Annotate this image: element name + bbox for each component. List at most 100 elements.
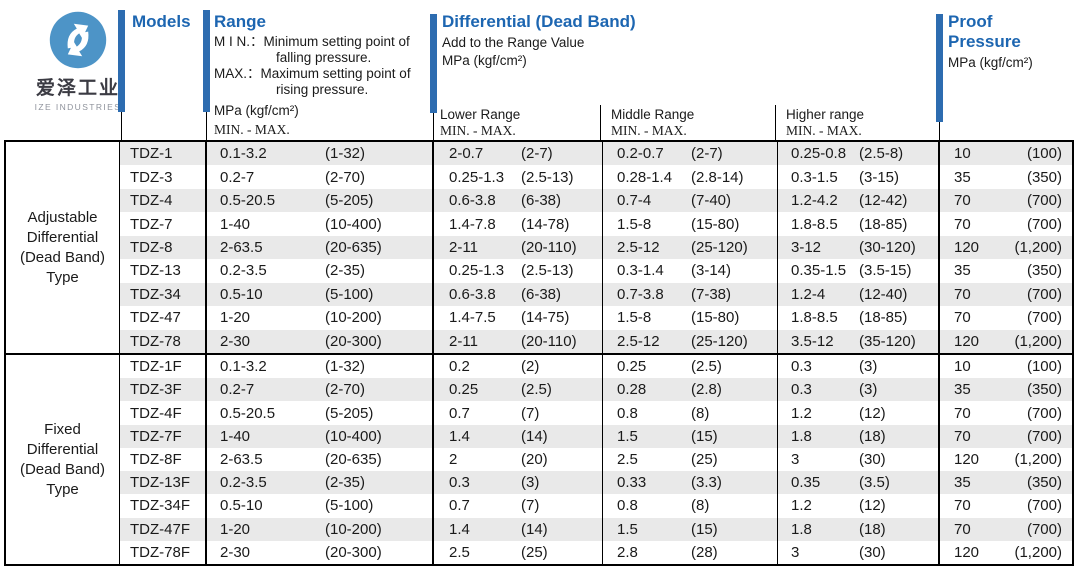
model-name: TDZ-13F bbox=[130, 474, 190, 492]
middle-mpa-value: 0.28-1.4 bbox=[617, 168, 673, 186]
middle-kgf-value: (7-38) bbox=[691, 285, 732, 303]
proof-mpa-value: 10 bbox=[954, 145, 971, 163]
middle-range-label: Middle Range bbox=[611, 107, 695, 122]
table-row: TDZ-34F 0.5-10 (5-100) 0.7 (7) 0.8 (8) 1.2 (… bbox=[120, 494, 1072, 518]
lower-mpa-value: 0.25 bbox=[449, 381, 479, 399]
higher-range-label: Higher range bbox=[786, 107, 865, 122]
proof-kgf-value: (1,200) bbox=[1014, 332, 1062, 350]
range-cell: 0.5-20.5 (5-205) bbox=[205, 401, 432, 425]
model-name: TDZ-1 bbox=[130, 145, 173, 163]
range-mpa-value: 0.2-7 bbox=[220, 168, 255, 186]
middle-range-cell: 2.5-12 (25-120) bbox=[602, 235, 777, 260]
higher-mpa-value: 0.35 bbox=[791, 474, 821, 492]
proof-pressure-cell: 120 (1,200) bbox=[938, 235, 1072, 260]
middle-kgf-value: (2.8) bbox=[691, 381, 722, 399]
higher-range-cell: 0.35 (3.5) bbox=[777, 471, 938, 495]
middle-kgf-value: (2-7) bbox=[691, 145, 723, 163]
lower-kgf-value: (2.5-13) bbox=[521, 262, 574, 280]
higher-range-cell: 1.8 (18) bbox=[777, 517, 938, 541]
middle-mpa-value: 0.8 bbox=[617, 404, 638, 422]
table-row: TDZ-8F 2-63.5 (20-635) 2 (20) 2.5 (25) 3 (30… bbox=[120, 447, 1072, 472]
higher-kgf-value: (12) bbox=[859, 404, 886, 422]
lower-mpa-value: 0.3 bbox=[449, 474, 470, 492]
model-name: TDZ-34 bbox=[130, 285, 181, 303]
higher-mpa-value: 1.2-4 bbox=[791, 285, 826, 303]
model-cell: TDZ-78F bbox=[120, 541, 205, 564]
model-cell: TDZ-47 bbox=[120, 306, 205, 329]
lower-range-cell: 0.7 (7) bbox=[432, 401, 602, 425]
higher-range-cell: 1.2-4.2 (12-42) bbox=[777, 188, 938, 213]
range-cell: 0.1-3.2 (1-32) bbox=[205, 142, 432, 166]
proof-kgf-value: (350) bbox=[1026, 381, 1062, 399]
proof-kgf-value: (700) bbox=[1026, 309, 1062, 327]
middle-kgf-value: (8) bbox=[691, 404, 710, 422]
lower-range-cell: 0.25 (2.5) bbox=[432, 378, 602, 402]
middle-mpa-value: 2.8 bbox=[617, 543, 638, 561]
table-row: TDZ-47F 1-20 (10-200) 1.4 (14) 1.5 (15) 1.8… bbox=[120, 517, 1072, 541]
higher-mpa-value: 1.8 bbox=[791, 520, 812, 538]
model-group: Fixed Differential (Dead Band) Type TDZ-1F … bbox=[6, 353, 1072, 564]
range-mpa-value: 0.2-7 bbox=[220, 381, 255, 399]
proof-kgf-value: (700) bbox=[1026, 427, 1062, 445]
middle-range-cell: 0.3-1.4 (3-14) bbox=[602, 259, 777, 283]
higher-kgf-value: (35-120) bbox=[859, 332, 916, 350]
range-cell: 0.2-3.5 (2-35) bbox=[205, 471, 432, 495]
proof-pressure-cell: 120 (1,200) bbox=[938, 447, 1072, 472]
higher-range-cell: 0.35-1.5 (3.5-15) bbox=[777, 259, 938, 283]
lower-range-minmax: MIN. - MAX. bbox=[440, 123, 516, 138]
higher-mpa-value: 1.2 bbox=[791, 404, 812, 422]
group-label-line: Type bbox=[46, 480, 79, 498]
higher-mpa-value: 1.2 bbox=[791, 497, 812, 515]
lower-kgf-value: (7) bbox=[521, 404, 540, 422]
differential-unit: MPa (kgf/cm²) bbox=[442, 53, 527, 68]
proof-divider-line bbox=[939, 122, 940, 140]
proof-pressure-cell: 70 (700) bbox=[938, 306, 1072, 330]
higher-kgf-value: (3) bbox=[859, 381, 878, 399]
model-name: TDZ-47F bbox=[130, 520, 190, 538]
lower-kgf-value: (7) bbox=[521, 497, 540, 515]
higher-kgf-value: (18-85) bbox=[859, 309, 908, 327]
models-accent-bar bbox=[118, 10, 125, 112]
lower-range-cell: 1.4-7.5 (14-75) bbox=[432, 306, 602, 330]
table-row: TDZ-34 0.5-10 (5-100) 0.6-3.8 (6-38) 0.7-3… bbox=[120, 282, 1072, 307]
middle-range-cell: 0.7-4 (7-40) bbox=[602, 188, 777, 213]
middle-mpa-value: 1.5-8 bbox=[617, 309, 652, 327]
middle-mpa-value: 0.25 bbox=[617, 358, 647, 376]
proof-kgf-value: (700) bbox=[1026, 520, 1062, 538]
proof-mpa-value: 10 bbox=[954, 358, 971, 376]
proof-mpa-value: 120 bbox=[954, 450, 980, 468]
range-kgf-value: (1-32) bbox=[325, 358, 366, 376]
range-mpa-value: 1-40 bbox=[220, 215, 251, 233]
proof-kgf-value: (350) bbox=[1026, 168, 1062, 186]
table-row: TDZ-4 0.5-20.5 (5-205) 0.6-3.8 (6-38) 0.7-… bbox=[120, 188, 1072, 213]
model-cell: TDZ-13F bbox=[120, 471, 205, 494]
range-unit: MPa (kgf/cm²) bbox=[214, 103, 299, 118]
proof-pressure-cell: 70 (700) bbox=[938, 517, 1072, 541]
higher-kgf-value: (18) bbox=[859, 427, 886, 445]
group-type-label: Adjustable Differential (Dead Band) Type bbox=[6, 142, 120, 353]
middle-kgf-value: (15-80) bbox=[691, 309, 740, 327]
table-row: TDZ-78 2-30 (20-300) 2-11 (20-110) 2.5-12 (… bbox=[120, 329, 1072, 353]
higher-range-cell: 3-12 (30-120) bbox=[777, 235, 938, 260]
middle-range-cell: 1.5 (15) bbox=[602, 424, 777, 448]
proof-pressure-cell: 70 (700) bbox=[938, 212, 1072, 236]
lower-range-cell: 1.4 (14) bbox=[432, 517, 602, 541]
brand-logo: 爱泽工业 IZE INDUSTRIES bbox=[22, 10, 134, 112]
proof-pressure-cell: 35 (350) bbox=[938, 378, 1072, 402]
model-name: TDZ-13 bbox=[130, 262, 181, 280]
range-cell: 0.2-3.5 (2-35) bbox=[205, 259, 432, 283]
model-name: TDZ-4 bbox=[130, 192, 173, 210]
model-cell: TDZ-7F bbox=[120, 425, 205, 448]
range-kgf-value: (2-35) bbox=[325, 262, 366, 280]
lower-kgf-value: (3) bbox=[521, 474, 540, 492]
range-mpa-value: 2-30 bbox=[220, 332, 251, 350]
model-cell: TDZ-13 bbox=[120, 259, 205, 282]
range-cell: 1-40 (10-400) bbox=[205, 212, 432, 236]
proof-mpa-value: 35 bbox=[954, 381, 971, 399]
proof-kgf-value: (100) bbox=[1026, 358, 1062, 376]
range-mpa-value: 0.1-3.2 bbox=[220, 358, 267, 376]
middle-range-cell: 0.8 (8) bbox=[602, 401, 777, 425]
higher-kgf-value: (30) bbox=[859, 450, 886, 468]
model-name: TDZ-8 bbox=[130, 238, 173, 256]
